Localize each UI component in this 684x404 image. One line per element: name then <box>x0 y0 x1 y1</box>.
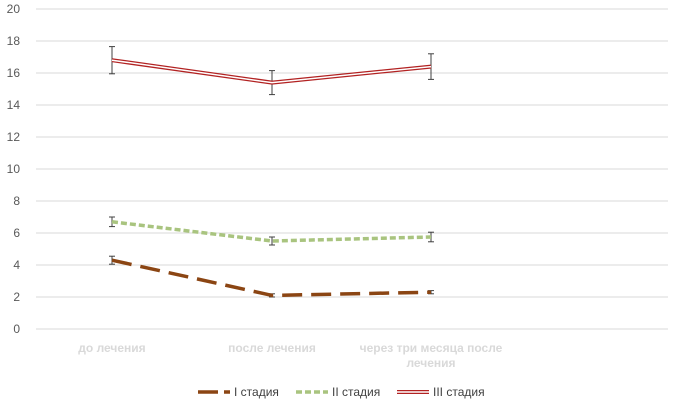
error-bar <box>269 236 275 246</box>
y-tick-label: 14 <box>7 98 21 112</box>
legend-item: II стадия <box>296 385 380 399</box>
x-tick-label: после лечения <box>228 341 316 355</box>
y-tick-label: 0 <box>13 322 20 336</box>
x-axis-tick-labels: до лечения после лечения через три месяца … <box>78 341 502 370</box>
legend-item: III стадия <box>397 385 485 399</box>
legend-label: I стадия <box>234 385 279 399</box>
y-tick-label: 6 <box>13 226 20 240</box>
legend: I стадия II стадия III стадия <box>198 385 485 399</box>
y-tick-label: 20 <box>7 2 21 16</box>
y-tick-label: 8 <box>13 194 20 208</box>
x-tick-label: до лечения <box>78 341 145 355</box>
y-axis-tick-labels: 0 2 4 6 8 10 12 14 16 18 20 <box>7 2 21 336</box>
y-tick-label: 12 <box>7 130 21 144</box>
legend-label: II стадия <box>332 385 380 399</box>
series-lines <box>111 58 432 298</box>
y-tick-label: 18 <box>7 34 21 48</box>
series-3-line <box>111 58 432 85</box>
y-tick-label: 10 <box>7 162 21 176</box>
y-tick-label: 16 <box>7 66 21 80</box>
y-tick-label: 2 <box>13 290 20 304</box>
y-tick-label: 4 <box>13 258 20 272</box>
x-tick-label: через три месяца после лечения <box>360 341 503 370</box>
gridlines <box>36 8 668 330</box>
series-1-line <box>111 258 432 298</box>
legend-item: I стадия <box>198 385 279 399</box>
legend-label: III стадия <box>433 385 485 399</box>
error-bars <box>109 46 434 298</box>
